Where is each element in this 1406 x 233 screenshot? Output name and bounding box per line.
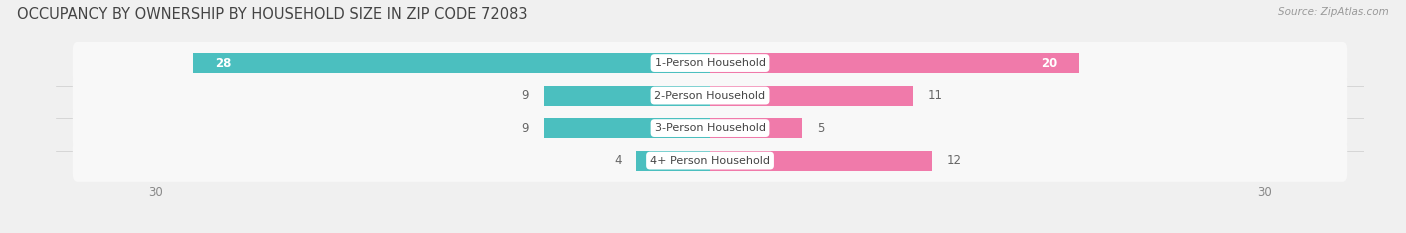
Text: 28: 28 (215, 57, 232, 70)
Text: 1-Person Household: 1-Person Household (655, 58, 765, 68)
Bar (710, 53, 1080, 73)
Text: 4+ Person Household: 4+ Person Household (650, 156, 770, 166)
Text: 3-Person Household: 3-Person Household (655, 123, 765, 133)
Bar (636, 151, 710, 171)
Text: OCCUPANCY BY OWNERSHIP BY HOUSEHOLD SIZE IN ZIP CODE 72083: OCCUPANCY BY OWNERSHIP BY HOUSEHOLD SIZE… (17, 7, 527, 22)
Text: Source: ZipAtlas.com: Source: ZipAtlas.com (1278, 7, 1389, 17)
Bar (193, 53, 710, 73)
Text: 4: 4 (614, 154, 621, 167)
Bar (544, 86, 710, 106)
Text: 20: 20 (1040, 57, 1057, 70)
FancyBboxPatch shape (73, 107, 1347, 149)
FancyBboxPatch shape (73, 139, 1347, 182)
Text: 11: 11 (928, 89, 943, 102)
Text: 12: 12 (946, 154, 962, 167)
Text: 9: 9 (522, 122, 529, 135)
Text: 2-Person Household: 2-Person Household (654, 91, 766, 101)
Text: 5: 5 (817, 122, 824, 135)
Bar (710, 118, 803, 138)
Text: 9: 9 (522, 89, 529, 102)
Bar (544, 118, 710, 138)
FancyBboxPatch shape (73, 74, 1347, 117)
FancyBboxPatch shape (73, 42, 1347, 84)
Bar (710, 151, 932, 171)
Bar (710, 86, 912, 106)
